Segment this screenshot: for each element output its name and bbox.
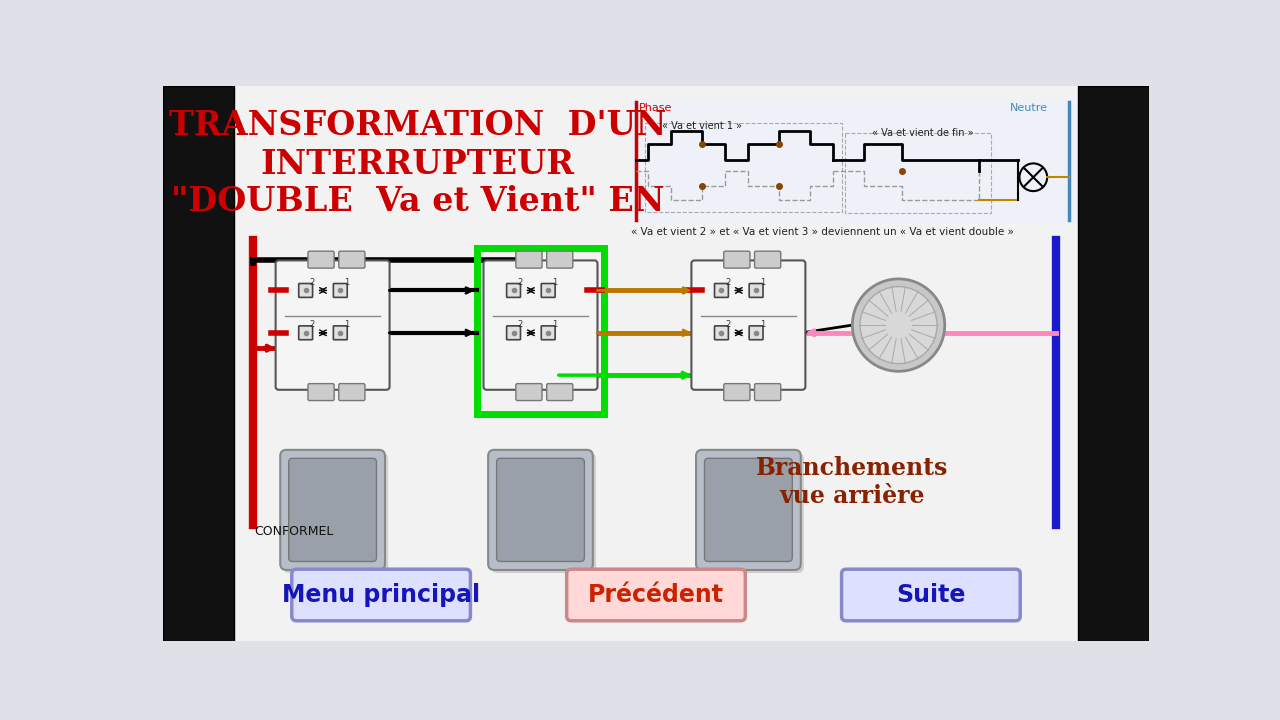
Text: TRANSFORMATION  D'UN: TRANSFORMATION D'UN	[169, 109, 666, 143]
Text: « Va et vient de fin »: « Va et vient de fin »	[872, 128, 973, 138]
Text: Phase: Phase	[639, 104, 672, 113]
FancyBboxPatch shape	[755, 251, 781, 268]
Text: « Va et vient 1 »: « Va et vient 1 »	[662, 121, 742, 131]
Text: Neutre: Neutre	[1010, 104, 1048, 113]
Text: Menu principal: Menu principal	[282, 582, 480, 606]
FancyBboxPatch shape	[497, 459, 585, 562]
Text: 2: 2	[517, 278, 522, 287]
Text: « Va et vient 2 » et « Va et vient 3 » deviennent un « Va et vient double »: « Va et vient 2 » et « Va et vient 3 » d…	[631, 227, 1014, 237]
Text: 2: 2	[517, 320, 522, 330]
FancyBboxPatch shape	[541, 326, 556, 340]
FancyBboxPatch shape	[492, 453, 596, 573]
Text: 2: 2	[310, 320, 315, 330]
FancyBboxPatch shape	[714, 326, 728, 340]
Text: 1: 1	[552, 320, 557, 330]
FancyBboxPatch shape	[298, 284, 312, 297]
FancyBboxPatch shape	[749, 284, 763, 297]
FancyBboxPatch shape	[749, 326, 763, 340]
FancyBboxPatch shape	[714, 284, 728, 297]
FancyBboxPatch shape	[516, 251, 541, 268]
FancyBboxPatch shape	[308, 384, 334, 400]
Text: 1: 1	[344, 320, 349, 330]
FancyBboxPatch shape	[488, 450, 593, 570]
Text: Précédent: Précédent	[588, 582, 724, 606]
FancyBboxPatch shape	[507, 284, 521, 297]
Circle shape	[860, 287, 937, 364]
FancyBboxPatch shape	[298, 326, 312, 340]
FancyBboxPatch shape	[484, 261, 598, 390]
FancyBboxPatch shape	[516, 384, 541, 400]
Text: Branchements
vue arrière: Branchements vue arrière	[756, 456, 948, 508]
FancyBboxPatch shape	[289, 459, 376, 562]
Text: 1: 1	[344, 278, 349, 287]
FancyBboxPatch shape	[699, 453, 804, 573]
FancyBboxPatch shape	[841, 570, 1020, 621]
FancyBboxPatch shape	[628, 100, 1075, 223]
Text: 2: 2	[310, 278, 315, 287]
FancyBboxPatch shape	[723, 384, 750, 400]
Text: 1: 1	[759, 278, 765, 287]
Text: 2: 2	[724, 320, 730, 330]
FancyBboxPatch shape	[547, 384, 573, 400]
Text: CONFORMEL: CONFORMEL	[253, 526, 333, 539]
FancyBboxPatch shape	[507, 326, 521, 340]
FancyBboxPatch shape	[567, 570, 745, 621]
FancyBboxPatch shape	[280, 450, 385, 570]
FancyBboxPatch shape	[275, 261, 389, 390]
FancyBboxPatch shape	[339, 384, 365, 400]
Text: 1: 1	[759, 320, 765, 330]
FancyBboxPatch shape	[755, 384, 781, 400]
FancyBboxPatch shape	[333, 326, 347, 340]
FancyBboxPatch shape	[283, 453, 388, 573]
FancyBboxPatch shape	[696, 450, 801, 570]
Text: Suite: Suite	[896, 582, 965, 606]
FancyBboxPatch shape	[164, 86, 234, 641]
FancyBboxPatch shape	[1078, 86, 1149, 641]
FancyBboxPatch shape	[308, 251, 334, 268]
FancyBboxPatch shape	[691, 261, 805, 390]
Circle shape	[852, 279, 945, 372]
FancyBboxPatch shape	[723, 251, 750, 268]
Text: "DOUBLE  Va et Vient" EN: "DOUBLE Va et Vient" EN	[170, 185, 664, 218]
FancyBboxPatch shape	[541, 284, 556, 297]
FancyBboxPatch shape	[704, 459, 792, 562]
Text: 1: 1	[552, 278, 557, 287]
FancyBboxPatch shape	[292, 570, 471, 621]
FancyBboxPatch shape	[547, 251, 573, 268]
Text: 2: 2	[724, 278, 730, 287]
FancyBboxPatch shape	[333, 284, 347, 297]
FancyBboxPatch shape	[164, 86, 1149, 641]
FancyBboxPatch shape	[339, 251, 365, 268]
Text: INTERRUPTEUR: INTERRUPTEUR	[260, 148, 575, 181]
